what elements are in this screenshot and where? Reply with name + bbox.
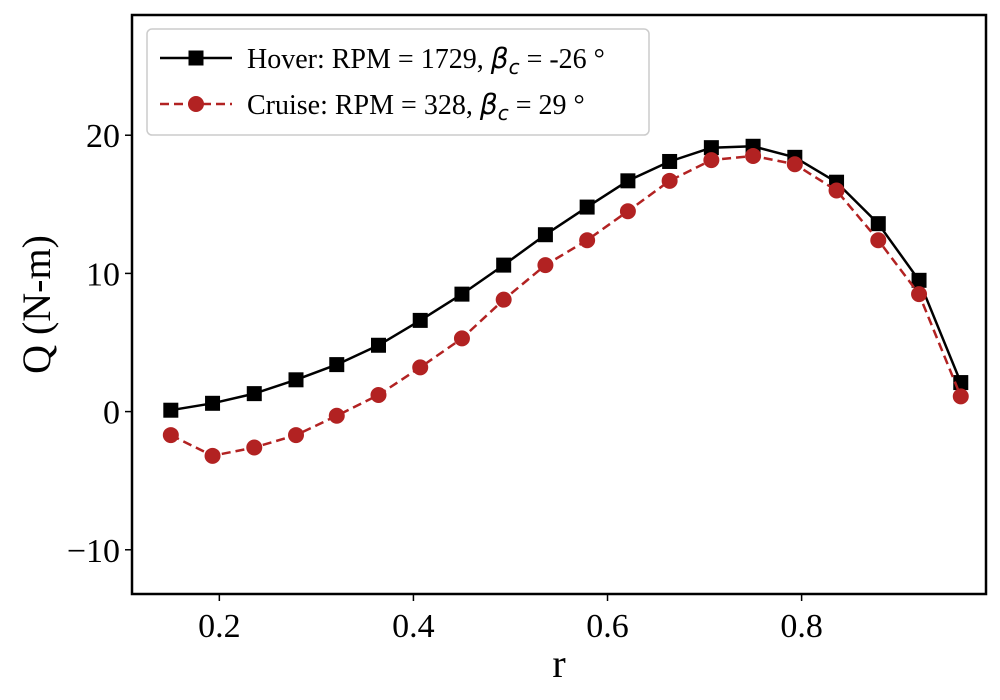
series-layer [162, 138, 969, 464]
data-point [204, 447, 221, 464]
plot-frame [130, 13, 988, 596]
data-point [745, 147, 762, 164]
data-point [370, 337, 386, 353]
data-point [579, 232, 596, 249]
data-point [162, 427, 179, 444]
data-point [537, 227, 553, 243]
data-point [328, 407, 345, 424]
data-point [537, 257, 554, 274]
data-point [870, 232, 887, 249]
x-tick-label: 0.8 [780, 608, 823, 645]
legend-marker [188, 50, 204, 66]
series-0 [163, 138, 969, 418]
data-point [412, 359, 429, 376]
data-point [246, 386, 262, 402]
data-point [911, 272, 927, 288]
legend: Hover: RPM = 1729, βc = -26 ° Cruise: RPM… [146, 28, 650, 136]
data-point [496, 257, 512, 273]
data-point [703, 152, 720, 169]
y-tick-label: 20 [86, 118, 120, 155]
data-point [454, 286, 470, 302]
y-tick-label: 0 [103, 395, 120, 432]
data-point [870, 216, 886, 232]
data-point [620, 173, 636, 189]
series-1 [162, 147, 969, 464]
data-point [205, 395, 221, 411]
data-point [952, 388, 969, 405]
series-line [170, 154, 962, 458]
legend-marker [188, 96, 204, 112]
legend-label: Cruise: RPM = 328, βc = 29 ° [247, 88, 585, 125]
legend-box [146, 28, 650, 136]
data-point [619, 203, 636, 220]
data-point [495, 291, 512, 308]
y-tick-label: 10 [86, 256, 120, 293]
data-point [579, 199, 595, 215]
x-tick-label: 0.6 [586, 608, 629, 645]
y-axis-label: Q (N-m) [14, 235, 59, 374]
x-tick-label: 0.2 [198, 608, 241, 645]
x-tick-label: 0.4 [392, 608, 435, 645]
data-point [662, 153, 678, 169]
axis-ticks: 0.2 0.4 0.6 0.8 −10 0 10 20 [67, 118, 823, 645]
data-point [370, 387, 387, 404]
legend-label: Hover: RPM = 1729, βc = -26 ° [247, 42, 605, 79]
data-point [288, 427, 305, 444]
data-point [453, 330, 470, 347]
data-point [412, 312, 428, 328]
data-point [163, 402, 179, 418]
data-point [661, 172, 678, 189]
data-point [246, 439, 263, 456]
y-tick-label: −10 [67, 533, 120, 570]
data-point [828, 182, 845, 199]
data-point [288, 372, 304, 388]
x-axis-label: r [552, 641, 565, 686]
data-point [911, 286, 928, 303]
data-point [786, 156, 803, 173]
data-point [329, 357, 345, 373]
